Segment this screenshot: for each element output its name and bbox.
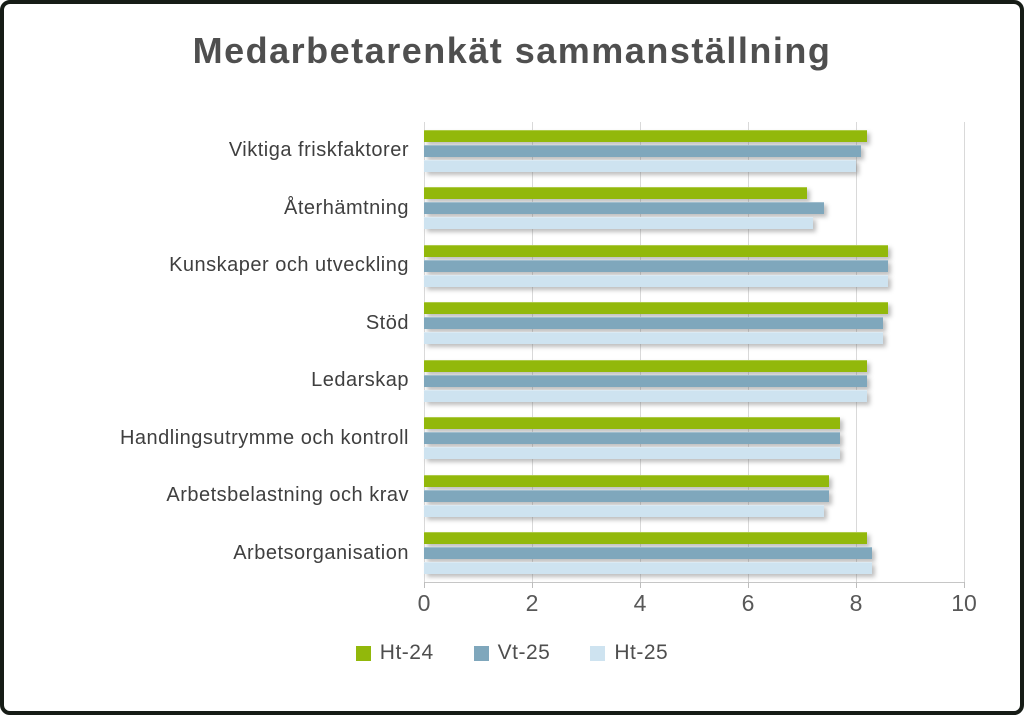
bar-group: [424, 352, 964, 410]
category-label: Kunskaper och utveckling: [169, 254, 409, 277]
axis-tick: [964, 582, 965, 588]
legend-item: Vt-25: [473, 641, 551, 665]
category-label: Stöd: [365, 311, 409, 334]
bar-rows-layer: [424, 122, 964, 582]
x-tick-label: 4: [633, 590, 647, 616]
bar: [424, 489, 829, 502]
x-tick-label: 2: [525, 590, 539, 616]
axis-tick: [856, 582, 857, 588]
legend-swatch: [590, 645, 606, 661]
chart-title: Medarbetarenkät sammanställning: [192, 30, 832, 71]
legend-label: Ht-24: [379, 641, 434, 664]
category-label: Arbetsorganisation: [233, 541, 409, 564]
category-label: Ledarskap: [311, 369, 409, 392]
bar: [424, 159, 856, 172]
bar: [424, 244, 889, 257]
axis-tick: [640, 582, 641, 588]
bar-group: [424, 410, 964, 468]
bar: [424, 417, 840, 430]
legend-swatch: [473, 645, 489, 661]
bar: [424, 532, 867, 545]
x-axis-labels: 0 2 4 6 8 10: [418, 590, 977, 620]
bar: [424, 317, 883, 330]
bar: [424, 432, 840, 445]
legend-label: Vt-25: [497, 641, 551, 664]
legend-item: Ht-25: [590, 641, 668, 665]
x-tick-label: 8: [849, 590, 863, 616]
bar: [424, 547, 873, 560]
gridline: [640, 122, 641, 582]
legend-label: Ht-25: [614, 641, 669, 664]
gridline: [748, 122, 749, 582]
legend: Ht-24 Vt-25 Ht-25: [4, 641, 1020, 665]
axis-tick: [532, 582, 533, 588]
legend-item: Ht-24: [355, 641, 434, 665]
bar-group: [424, 295, 964, 353]
axis-tick: [748, 582, 749, 588]
category-label: Återhämtning: [284, 196, 409, 219]
gridline: [532, 122, 533, 582]
bar: [424, 259, 889, 272]
bar: [424, 274, 889, 287]
plot-area: [424, 122, 965, 588]
bar: [424, 217, 813, 230]
x-tick-label: 0: [417, 590, 431, 616]
bar: [424, 129, 867, 142]
bar: [424, 202, 824, 215]
category-label: Arbetsbelastning och krav: [166, 484, 409, 507]
bar: [424, 144, 862, 157]
bar: [424, 474, 829, 487]
bar-group: [424, 525, 964, 583]
bar-group: [424, 180, 964, 238]
bar: [424, 447, 840, 460]
gridline: [424, 122, 425, 582]
gridline: [856, 122, 857, 582]
bar-group: [424, 237, 964, 295]
category-label: Handlingsutrymme och kontroll: [119, 426, 409, 449]
x-tick-label: 10: [951, 590, 977, 616]
bar: [424, 504, 824, 517]
bar: [424, 389, 867, 402]
gridline: [964, 122, 965, 582]
bar: [424, 302, 889, 315]
bar-group: [424, 467, 964, 525]
bar: [424, 332, 883, 345]
category-axis: Viktiga friskfaktorer Återhämtning Kunskap…: [4, 122, 409, 582]
bar: [424, 562, 873, 575]
bar: [424, 359, 867, 372]
category-label: Viktiga friskfaktorer: [228, 139, 409, 162]
x-tick-label: 6: [741, 590, 755, 616]
bar: [424, 187, 808, 200]
bar-group: [424, 122, 964, 180]
axis-tick: [424, 582, 425, 588]
legend-swatch: [355, 645, 371, 661]
bar: [424, 374, 867, 387]
